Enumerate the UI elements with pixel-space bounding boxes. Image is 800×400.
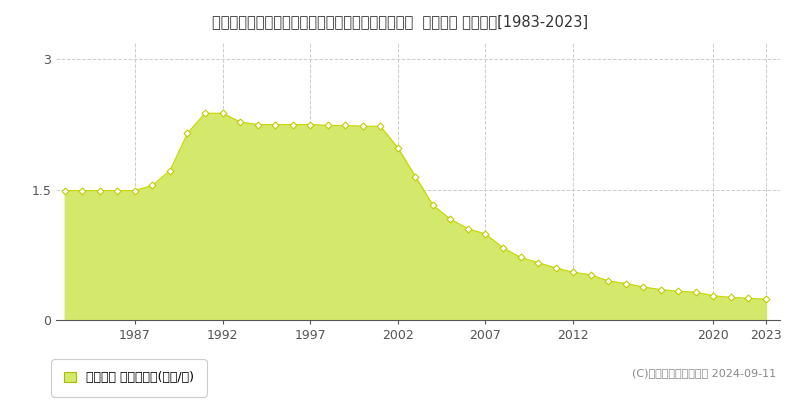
- Legend: 地価公示 平均坪単価(万円/坪): 地価公示 平均坪単価(万円/坪): [55, 362, 203, 393]
- Text: 兵庫県神戸市西区押部谷町細田字前田６４３番１８  地価公示 地価推移[1983-2023]: 兵庫県神戸市西区押部谷町細田字前田６４３番１８ 地価公示 地価推移[1983-2…: [212, 14, 588, 29]
- Text: (C)土地価格ドットコム 2024-09-11: (C)土地価格ドットコム 2024-09-11: [632, 368, 776, 378]
